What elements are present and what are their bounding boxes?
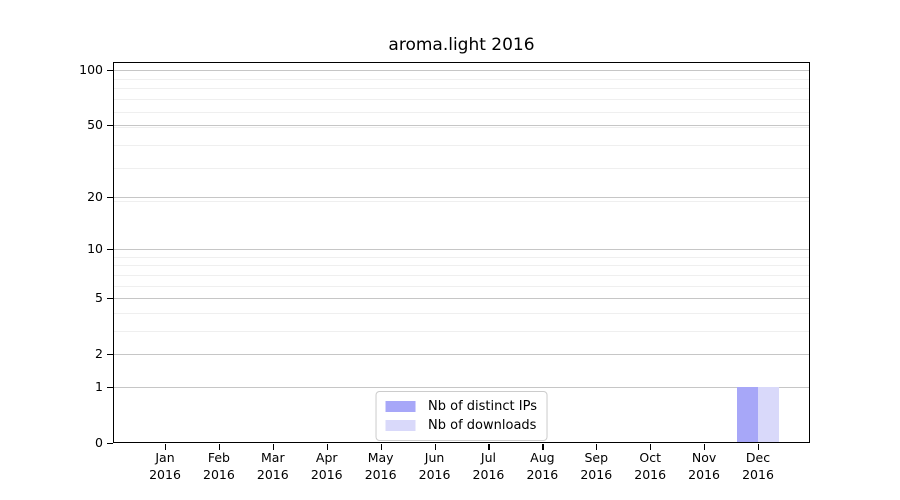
y-tick [107,196,113,198]
x-tick-label: Jan 2016 [149,450,181,482]
gridline-minor [113,312,810,314]
chart-title: aroma.light 2016 [388,35,535,55]
y-tick-label: 2 [95,346,103,362]
y-tick-label: 0 [95,435,103,450]
x-tick-label: Feb 2016 [203,450,235,482]
gridline-major [113,386,810,388]
gridline-minor [113,144,810,146]
x-tick [650,444,652,450]
gridline-minor [113,88,810,90]
x-tick [704,444,706,450]
y-tick [107,69,113,71]
x-tick-label: Nov 2016 [688,450,720,482]
x-tick-label: Jun 2016 [418,450,451,482]
x-tick-label: Mar 2016 [256,450,289,482]
y-tick [107,386,113,389]
gridline-minor [113,285,810,287]
gridline-major [113,249,810,250]
legend-swatch-nb-of-downloads [385,420,416,431]
x-tick-label: Oct 2016 [634,450,667,482]
y-tick [107,443,113,445]
y-tick [107,354,113,356]
x-tick-label: Jul 2016 [472,450,505,482]
x-tick [218,444,221,450]
gridline-major [113,196,810,198]
gridline-major [113,124,810,126]
bar-nb-of-distinct-ips-dec [737,386,758,443]
gridline-major [113,298,810,300]
gridline-minor [113,200,810,202]
y-tick [107,124,113,127]
gridline-minor [113,330,810,332]
y-tick-label: 50 [87,116,103,132]
y-tick [107,298,113,300]
plot-area [113,62,810,443]
gridline-minor [113,167,810,169]
x-tick-label: Apr 2016 [310,450,343,482]
x-tick [272,444,274,450]
y-tick-label: 5 [95,290,103,306]
x-tick-label: Dec 2016 [742,450,774,482]
gridline-minor [113,256,810,258]
x-tick [380,444,382,450]
y-tick-label: 20 [87,188,103,204]
x-tick [326,444,328,450]
gridline-minor [113,274,810,276]
legend-item: Nb of downloads [385,418,537,433]
y-tick-label: 100 [79,61,103,77]
y-tick-label: 10 [87,241,103,256]
legend-label: Nb of distinct IPs [428,399,537,414]
bar-nb-of-downloads-dec [758,386,779,443]
x-tick-label: Aug 2016 [526,450,559,482]
x-tick-label: May 2016 [364,450,397,482]
legend-label: Nb of downloads [428,418,537,433]
gridline-minor [113,111,810,113]
gridline-minor [113,78,810,80]
x-tick [542,444,544,450]
legend: Nb of distinct IPs Nb of downloads [375,391,548,441]
legend-swatch-nb-of-distinct-ips [385,401,416,412]
x-tick [165,444,167,450]
x-tick [488,444,490,450]
gridline-minor [113,265,810,267]
gridline-major [113,69,810,71]
x-tick [758,444,760,450]
x-tick [434,444,436,450]
gridline-minor [113,99,810,101]
y-tick-label: 1 [95,378,103,394]
x-tick [596,444,598,450]
legend-item: Nb of distinct IPs [385,399,537,414]
gridline-major [113,354,810,356]
gridline-minor [113,126,810,128]
x-tick-label: Sep 2016 [580,450,613,482]
y-tick [107,249,113,251]
